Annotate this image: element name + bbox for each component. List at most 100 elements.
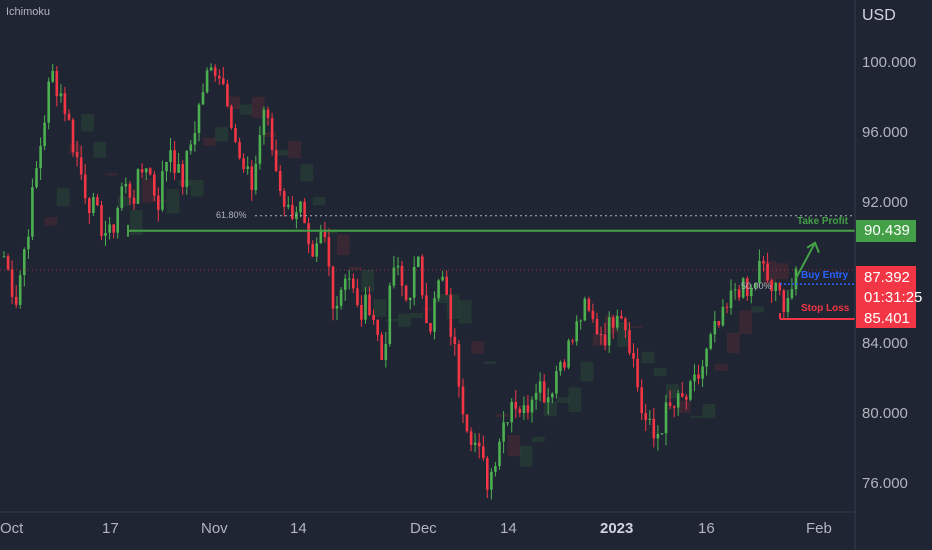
candle-body [571, 340, 574, 342]
cloud-segment [337, 234, 350, 256]
candle-body [230, 106, 233, 128]
candle-body [473, 442, 477, 445]
price-tick-label: 80.000 [862, 404, 908, 422]
cloud-segment [458, 300, 472, 324]
candle-body [270, 118, 274, 150]
time-tick-label: Nov [201, 520, 228, 537]
candle-body [396, 265, 400, 268]
candle-body [128, 183, 132, 198]
bar-countdown: 01:31:25 [864, 289, 923, 306]
candle-body [441, 276, 444, 281]
candle-body [165, 162, 168, 172]
candle-body [534, 392, 538, 400]
candle-body [319, 231, 323, 244]
candle-body [741, 278, 745, 298]
candle-body [417, 256, 420, 267]
candle-body [104, 232, 107, 236]
cloud-segment [361, 270, 375, 292]
cloud-segment [69, 144, 82, 154]
cloud-segment [93, 141, 107, 158]
price-tick-label: 100.000 [862, 54, 917, 72]
buy-entry-label: Buy Entry [801, 270, 849, 282]
candle-body [218, 75, 221, 79]
candle-body [786, 298, 790, 313]
candle-body [705, 348, 708, 367]
candle-body [746, 278, 749, 297]
candle-body [717, 321, 721, 326]
candle-body [551, 393, 554, 398]
candle-body [721, 306, 725, 326]
candle-body [120, 186, 124, 209]
candle-body [47, 81, 50, 123]
candle-body [498, 441, 501, 467]
candle-body [429, 323, 432, 332]
cloud-segment [373, 299, 387, 317]
candle-body [315, 243, 318, 257]
candle-body [668, 402, 672, 406]
cloud-segment [44, 217, 58, 226]
candle-body [380, 334, 383, 360]
candle-body [23, 249, 26, 276]
candle-body [35, 168, 38, 188]
cloud-segment [154, 199, 167, 202]
indicator-label[interactable]: Ichimoku [6, 6, 51, 18]
cloud-segment [727, 332, 740, 354]
cloud-segment [605, 314, 618, 334]
cloud-segment [641, 351, 655, 364]
current-price-badge: 87.392 01:31:25 [856, 266, 923, 311]
candle-body [258, 135, 262, 164]
candle-body [213, 67, 217, 76]
candle-body [579, 320, 582, 322]
cloud-segment [434, 294, 448, 303]
candle-body [14, 296, 18, 305]
cloud-segment [105, 173, 119, 176]
candle-body [737, 289, 741, 298]
candle-body [591, 310, 595, 319]
candle-body [457, 344, 461, 387]
candle-body [681, 393, 684, 397]
take-profit-price: 90.439 [864, 221, 910, 239]
candle-body [6, 256, 10, 270]
candle-body [644, 413, 647, 420]
price-tick-label: 84.000 [862, 334, 908, 352]
cloud-segment [422, 307, 435, 310]
cloud-segment [446, 294, 460, 319]
cloud-segment [166, 189, 180, 214]
candle-body [291, 204, 294, 219]
candle-body [648, 418, 652, 420]
cloud-segment [751, 306, 764, 313]
candle-body [157, 195, 160, 210]
cloud-segment [678, 400, 691, 413]
candle-body [384, 344, 388, 360]
candle-body [144, 168, 148, 173]
candle-body [201, 92, 205, 105]
candle-body [71, 119, 75, 153]
candle-body [299, 201, 302, 213]
candle-body [421, 256, 424, 296]
candle-body [567, 340, 570, 368]
cloud-segment [495, 414, 509, 417]
cloud-segment [617, 322, 630, 347]
candle-body [31, 187, 34, 237]
candle-body [153, 174, 156, 196]
candle-body [766, 263, 769, 281]
cloud-segment [544, 401, 557, 417]
target-arrow [795, 241, 820, 279]
cloud-segment [239, 104, 253, 115]
candle-body [234, 127, 237, 142]
candle-body [632, 353, 635, 359]
candle-body [530, 399, 534, 413]
cloud-segment [300, 164, 314, 182]
candle-body [750, 287, 753, 297]
candle-body [685, 396, 688, 400]
candle-body [360, 305, 363, 320]
candle-body [59, 93, 63, 97]
candle-body [63, 93, 67, 114]
candle-body [433, 298, 436, 332]
candle-body [709, 334, 712, 349]
cloud-segment [215, 127, 228, 142]
cloud-segment [690, 415, 704, 418]
candle-body [656, 433, 660, 439]
cloud-segment [178, 179, 192, 186]
